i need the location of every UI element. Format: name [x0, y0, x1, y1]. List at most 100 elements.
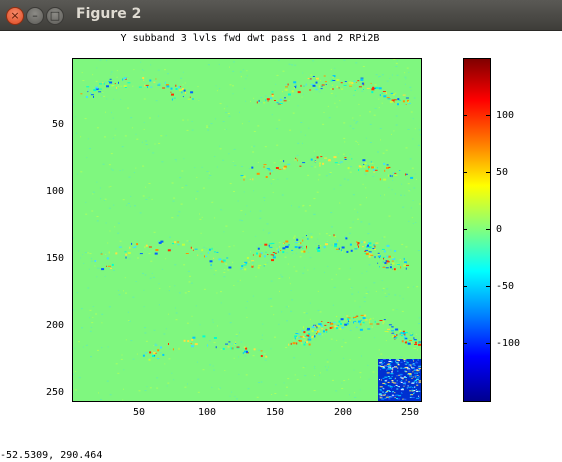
- coefficient-speck: [407, 286, 410, 288]
- coefficient-speck: [157, 69, 160, 71]
- coefficient-speck: [382, 152, 385, 154]
- coefficient-speck: [359, 306, 361, 308]
- coefficient-speck: [407, 101, 409, 104]
- coefficient-speck: [393, 381, 395, 383]
- coefficient-speck: [388, 324, 392, 326]
- coefficient-speck: [250, 251, 251, 253]
- coefficient-speck: [318, 333, 322, 336]
- coefficient-speck: [338, 247, 340, 250]
- coefficient-speck: [399, 376, 401, 378]
- coefficient-speck: [345, 237, 348, 240]
- coefficient-speck: [160, 346, 162, 349]
- coefficient-speck: [275, 384, 277, 386]
- coefficient-speck: [305, 83, 307, 86]
- coefficient-speck: [149, 117, 151, 119]
- coefficient-speck: [399, 173, 401, 175]
- coefficient-speck: [90, 260, 93, 262]
- window-title: Figure 2: [76, 6, 142, 22]
- coefficient-speck: [412, 223, 414, 224]
- coefficient-speck: [191, 338, 194, 341]
- coefficient-speck: [394, 333, 396, 335]
- coefficient-speck: [390, 396, 394, 398]
- coefficient-speck: [398, 395, 402, 397]
- coefficient-speck: [113, 269, 115, 271]
- coefficient-speck: [302, 237, 305, 238]
- coefficient-speck: [302, 239, 304, 242]
- coefficient-speck: [271, 94, 274, 97]
- coefficient-speck: [362, 246, 364, 248]
- coefficient-speck: [127, 82, 131, 84]
- coefficient-speck: [308, 343, 311, 346]
- coefficient-speck: [419, 134, 421, 136]
- coefficient-speck: [97, 267, 99, 269]
- coefficient-speck: [385, 380, 387, 382]
- coefficient-speck: [228, 341, 231, 343]
- coefficient-speck: [385, 92, 387, 94]
- coefficient-speck: [329, 159, 330, 162]
- coefficient-speck: [386, 288, 389, 290]
- coefficient-speck: [125, 256, 127, 259]
- coefficient-speck: [418, 317, 421, 319]
- coefficient-speck: [393, 382, 397, 384]
- coefficient-speck: [133, 69, 135, 71]
- coefficient-speck: [256, 101, 258, 104]
- maximize-window-button[interactable]: □: [46, 7, 64, 25]
- coefficient-speck: [277, 178, 279, 180]
- coefficient-speck: [355, 62, 358, 64]
- coefficient-speck: [298, 243, 300, 244]
- coefficient-speck: [310, 83, 314, 85]
- coefficient-speck: [293, 237, 295, 239]
- coefficient-speck: [108, 251, 110, 254]
- coefficient-speck: [192, 336, 196, 339]
- coefficient-speck: [168, 343, 169, 345]
- coefficient-speck: [389, 100, 393, 103]
- coefficient-speck: [386, 372, 390, 374]
- coefficient-speck: [114, 134, 116, 136]
- coefficient-speck: [98, 88, 102, 90]
- coefficient-speck: [324, 271, 325, 273]
- coefficient-speck: [396, 363, 398, 365]
- coefficient-speck: [387, 98, 391, 100]
- coefficient-speck: [298, 340, 300, 341]
- coefficient-speck: [191, 345, 194, 348]
- coefficient-speck: [400, 381, 403, 383]
- coefficient-speck: [246, 205, 248, 207]
- coefficient-speck: [303, 331, 306, 334]
- coefficient-speck: [416, 369, 419, 371]
- coefficient-speck: [251, 146, 253, 148]
- coefficient-speck: [387, 376, 390, 377]
- coefficient-speck: [394, 336, 397, 338]
- coefficient-speck: [268, 169, 271, 171]
- coefficient-speck: [282, 99, 285, 101]
- colorbar[interactable]: [463, 58, 491, 402]
- coefficient-speck: [190, 343, 192, 344]
- coefficient-speck: [239, 279, 241, 281]
- coefficient-speck: [145, 186, 147, 188]
- y-tick-label: 250: [45, 387, 64, 398]
- coefficient-speck: [334, 67, 336, 69]
- close-window-button[interactable]: ×: [6, 7, 24, 25]
- coefficient-speck: [389, 397, 390, 399]
- coefficient-speck: [381, 250, 383, 252]
- coefficient-speck: [155, 100, 158, 102]
- coefficient-speck: [414, 386, 416, 388]
- coefficient-speck: [233, 285, 235, 286]
- heatmap-axes[interactable]: [72, 58, 422, 402]
- coefficient-speck: [308, 338, 312, 341]
- coefficient-speck: [384, 376, 388, 378]
- coefficient-speck: [367, 244, 369, 247]
- coefficient-speck: [352, 317, 356, 318]
- coefficient-speck: [243, 263, 246, 265]
- coefficient-speck: [233, 245, 235, 247]
- coefficient-speck: [398, 334, 402, 336]
- coefficient-speck: [309, 89, 312, 91]
- minimize-window-button[interactable]: –: [26, 7, 44, 25]
- coefficient-speck: [175, 312, 178, 314]
- coefficient-speck: [293, 357, 296, 359]
- coefficient-speck: [321, 334, 323, 336]
- coefficient-speck: [293, 266, 295, 268]
- coefficient-speck: [208, 125, 210, 127]
- coefficient-speck: [312, 60, 315, 62]
- coefficient-speck: [340, 249, 342, 252]
- coefficient-speck: [368, 243, 369, 245]
